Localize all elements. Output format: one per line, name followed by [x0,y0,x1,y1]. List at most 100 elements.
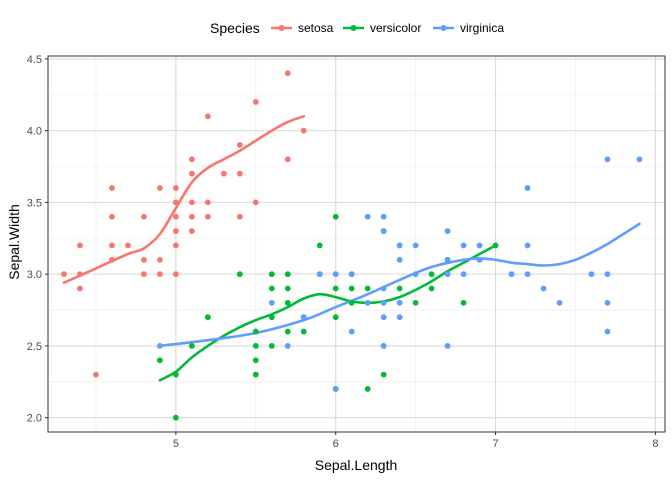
data-point-virginica [380,342,387,349]
data-point-versicolor [284,328,291,335]
x-axis-title: Sepal.Length [315,457,398,473]
x-tick-label: 5 [173,438,179,450]
data-point-virginica [396,242,403,249]
y-tick-label: 4.5 [27,54,42,66]
data-point-setosa [109,185,115,191]
data-point-virginica [300,314,307,321]
data-point-virginica [604,328,611,335]
data-point-setosa [172,242,179,249]
x-tick-label: 6 [333,438,339,450]
data-point-setosa [93,371,99,378]
data-point-virginica [604,156,611,163]
data-point-versicolor [252,371,259,378]
data-point-versicolor [300,328,307,335]
data-point-versicolor [492,242,499,249]
data-point-virginica [444,342,451,349]
data-point-versicolor [284,299,291,306]
y-tick-label: 3.0 [27,269,42,281]
legend-key-dot-virginica [440,25,447,31]
data-point-setosa [236,170,243,177]
data-point-setosa [204,199,211,206]
data-point-virginica [444,271,451,278]
data-point-versicolor [284,285,291,292]
data-point-setosa [284,70,291,77]
data-point-virginica [524,271,531,278]
legend-label-setosa: setosa [298,21,334,35]
data-point-virginica [396,299,403,306]
data-point-versicolor [252,342,259,349]
data-point-versicolor [396,285,403,292]
y-tick-label: 2.0 [27,413,42,425]
data-point-setosa [141,213,147,220]
data-point-virginica [508,271,515,278]
data-point-setosa [77,285,83,292]
data-point-versicolor [172,371,179,378]
smooth-lines [62,115,641,382]
data-point-setosa [236,213,243,220]
data-point-versicolor [188,342,195,349]
legend-item-virginica: virginica [433,21,504,35]
smooth-line-virginica [158,222,641,348]
legend: Species setosa versicolor virginica [210,20,504,36]
data-point-setosa [172,185,179,191]
axis-ticks: 5 6 7 8 2.0 2.5 3.0 3.5 4.0 4.5 [27,54,659,450]
data-point-setosa [172,228,179,234]
data-point-versicolor [252,357,259,364]
legend-key-dot-versicolor [350,25,357,31]
data-point-setosa [141,271,147,278]
data-point-virginica [284,342,291,349]
data-point-virginica [380,228,387,234]
data-point-setosa [61,271,67,278]
data-point-virginica [332,386,339,392]
legend-item-versicolor: versicolor [343,21,421,35]
data-point-versicolor [332,285,339,292]
data-point-setosa [188,213,195,220]
data-point-versicolor [284,271,291,278]
data-point-setosa [188,228,195,234]
data-point-virginica [476,242,483,249]
data-point-setosa [284,156,291,163]
smooth-line-setosa [62,115,306,284]
y-tick-label: 2.5 [27,341,42,353]
data-point-versicolor [268,271,275,278]
data-point-virginica [364,213,371,220]
legend-key-dot-setosa [278,25,285,31]
data-point-virginica [588,271,595,278]
data-point-virginica [524,242,531,249]
y-tick-label: 4.0 [27,126,42,138]
y-tick-label: 3.5 [27,197,42,209]
data-point-virginica [396,256,403,263]
data-point-versicolor [380,371,387,378]
data-point-virginica [412,271,419,278]
data-point-virginica [396,314,403,321]
data-point-virginica [316,271,323,278]
data-point-virginica [348,328,355,335]
data-point-setosa [252,99,259,105]
data-point-virginica [380,285,387,292]
data-point-versicolor [236,271,243,278]
data-point-virginica [268,299,275,306]
data-point-versicolor [252,328,259,335]
x-tick-label: 7 [493,438,499,450]
data-point-setosa [77,271,83,278]
data-point-setosa [172,199,179,206]
data-point-versicolor [332,314,339,321]
data-point-versicolor [172,414,179,421]
data-point-setosa [252,199,259,206]
data-point-setosa [300,127,307,134]
data-point-virginica [332,271,339,278]
data-point-virginica [380,213,387,220]
data-point-setosa [156,256,163,263]
data-point-virginica [604,299,611,306]
data-point-setosa [109,256,115,263]
grid-lines [48,56,665,432]
legend-label-versicolor: versicolor [370,21,421,35]
data-point-setosa [77,242,83,249]
data-point-versicolor [348,285,355,292]
data-point-setosa [188,199,195,206]
data-point-setosa [125,242,131,249]
data-point-setosa [204,213,211,220]
data-point-versicolor [204,314,211,321]
data-point-virginica [412,242,419,249]
